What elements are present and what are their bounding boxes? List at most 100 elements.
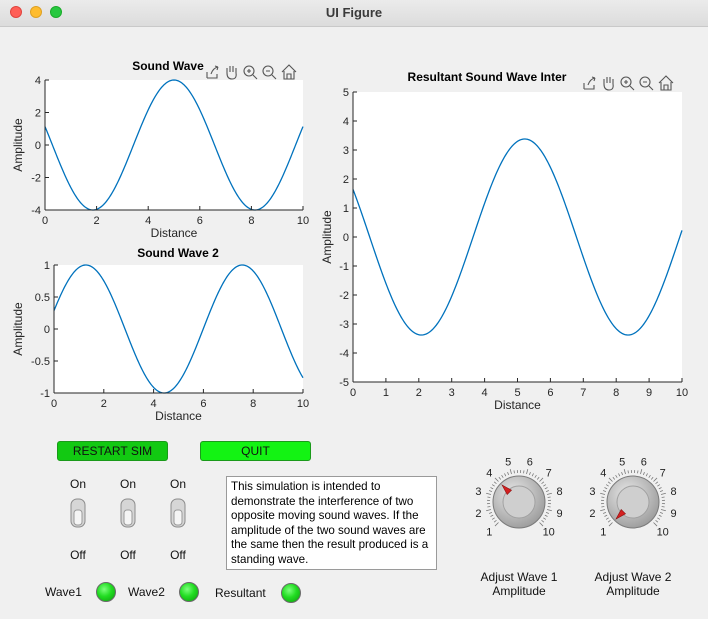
knob-tick xyxy=(504,473,507,477)
knob-tick xyxy=(509,469,512,475)
y-tick-label: -5 xyxy=(339,377,349,389)
axes-toolbar xyxy=(583,75,674,91)
knob-tick xyxy=(600,492,606,495)
pan-hand-icon xyxy=(603,77,614,91)
x-tick-label: 6 xyxy=(547,387,553,399)
knob-tick-label: 1 xyxy=(600,527,606,539)
knob-tick xyxy=(607,481,611,485)
x-tick-label: 1 xyxy=(383,387,389,399)
knob-tick xyxy=(615,474,618,478)
x-tick-label: 0 xyxy=(51,398,57,410)
knob-tick xyxy=(546,492,552,495)
knob-tick xyxy=(657,484,661,487)
knob-tick-label: 7 xyxy=(660,467,666,479)
pan-hand-icon xyxy=(226,66,237,80)
knob-tick xyxy=(543,517,547,520)
knob-cap xyxy=(502,485,536,519)
wave1-lamp-label: Wave1 xyxy=(45,585,82,599)
knob-tick xyxy=(490,487,494,490)
x-axis-label: Distance xyxy=(155,409,202,423)
y-tick-label: -4 xyxy=(339,348,349,360)
x-tick-label: 3 xyxy=(449,387,455,399)
knob-tick xyxy=(544,514,548,517)
sound-wave-1-plot[interactable]: 0 2 4 6 8 10 4 2 0 -2 -4 Distance Amplitude Sound Wav… xyxy=(0,55,315,250)
wave2-knob-label-line1: Adjust Wave 2 xyxy=(594,570,672,584)
knob-tick-label: 8 xyxy=(557,486,563,498)
x-tick-label: 7 xyxy=(580,387,586,399)
wave1-knob-label-line2: Amplitude xyxy=(492,584,546,598)
x-tick-label: 10 xyxy=(297,215,309,227)
knob-tick xyxy=(486,509,492,512)
knob-tick-label: 2 xyxy=(475,508,481,520)
x-tick-label: 8 xyxy=(250,398,256,410)
wave1-toggle-switch[interactable] xyxy=(70,498,86,528)
wave2-lamp xyxy=(179,582,199,602)
knob-tick xyxy=(658,514,662,517)
window-title: UI Figure xyxy=(325,5,383,20)
y-tick-label: 0 xyxy=(44,324,50,336)
y-tick-label: 0 xyxy=(343,232,349,244)
knob-tick xyxy=(490,514,494,517)
knob-tick xyxy=(621,471,623,476)
export-icon xyxy=(206,65,219,79)
knob-tick xyxy=(608,477,613,482)
x-tick-label: 2 xyxy=(416,387,422,399)
wave2-knob-label: Adjust Wave 2 Amplitude xyxy=(583,570,683,598)
knob-tick-label: 4 xyxy=(486,467,492,479)
x-tick-label: 0 xyxy=(350,387,356,399)
wave2-lamp-label: Wave2 xyxy=(128,585,165,599)
wave1-knob-label: Adjust Wave 1 Amplitude xyxy=(469,570,569,598)
sound-wave-2-plot[interactable]: 0 2 4 6 8 10 1 0.5 0 -0.5 -1 Distance Amplitude Sound… xyxy=(0,245,315,435)
y-tick-label: 0 xyxy=(35,140,41,152)
y-tick-label: 3 xyxy=(343,145,349,157)
resultant-toggle-switch[interactable] xyxy=(170,498,186,528)
knob-tick-label: 8 xyxy=(671,486,677,498)
home-icon xyxy=(281,64,297,80)
knob-tick xyxy=(608,522,613,527)
knob-tick xyxy=(600,509,606,512)
y-tick-label: -2 xyxy=(31,173,41,185)
knob-tick xyxy=(643,471,645,476)
quit-button[interactable]: QUIT xyxy=(200,441,311,461)
knob-tick xyxy=(659,512,664,514)
knob-tick xyxy=(536,476,540,480)
switch-3-off-label: Off xyxy=(170,548,186,562)
knob-tick xyxy=(539,522,544,527)
switch-2-off-label: Off xyxy=(120,548,136,562)
knob-tick xyxy=(657,517,661,520)
x-axis-label: Distance xyxy=(494,398,541,412)
restart-sim-button[interactable]: RESTART SIM xyxy=(57,441,168,461)
close-window-button[interactable] xyxy=(10,6,22,18)
y-tick-label: 2 xyxy=(343,174,349,186)
knob-tick xyxy=(655,519,659,523)
x-tick-label: 8 xyxy=(248,215,254,227)
x-tick-label: 10 xyxy=(676,387,688,399)
y-axis-label: Amplitude xyxy=(11,302,25,356)
knob-tick-label: 10 xyxy=(657,527,669,539)
switch-1-off-label: Off xyxy=(70,548,86,562)
knob-tick xyxy=(498,476,502,480)
x-tick-label: 5 xyxy=(514,387,520,399)
resultant-wave-plot[interactable]: 0 1 2 3 4 5 6 7 8 9 10543210-1-2-3-4-5DistanceAmpl… xyxy=(315,65,700,425)
knob-tick xyxy=(604,487,608,490)
knob-tick xyxy=(640,469,643,475)
y-tick-label: -1 xyxy=(339,261,349,273)
knob-tick xyxy=(545,490,550,492)
x-tick-label: 6 xyxy=(197,215,203,227)
y-tick-label: 0.5 xyxy=(35,292,50,304)
knob-tick-label: 5 xyxy=(619,456,625,468)
x-axis-label: Distance xyxy=(151,226,198,240)
knob-tick xyxy=(658,487,662,490)
knob-tick xyxy=(531,473,534,477)
wave2-toggle-switch[interactable] xyxy=(120,498,136,528)
plot-area xyxy=(353,92,682,382)
knob-tick xyxy=(653,522,658,527)
switch-2-on-label: On xyxy=(119,477,136,491)
y-tick-label: 1 xyxy=(343,203,349,215)
knob-tick-label: 9 xyxy=(557,508,563,520)
minimize-window-button[interactable] xyxy=(30,6,42,18)
zoom-window-button[interactable] xyxy=(50,6,62,18)
switch-3-on-label: On xyxy=(169,477,186,491)
